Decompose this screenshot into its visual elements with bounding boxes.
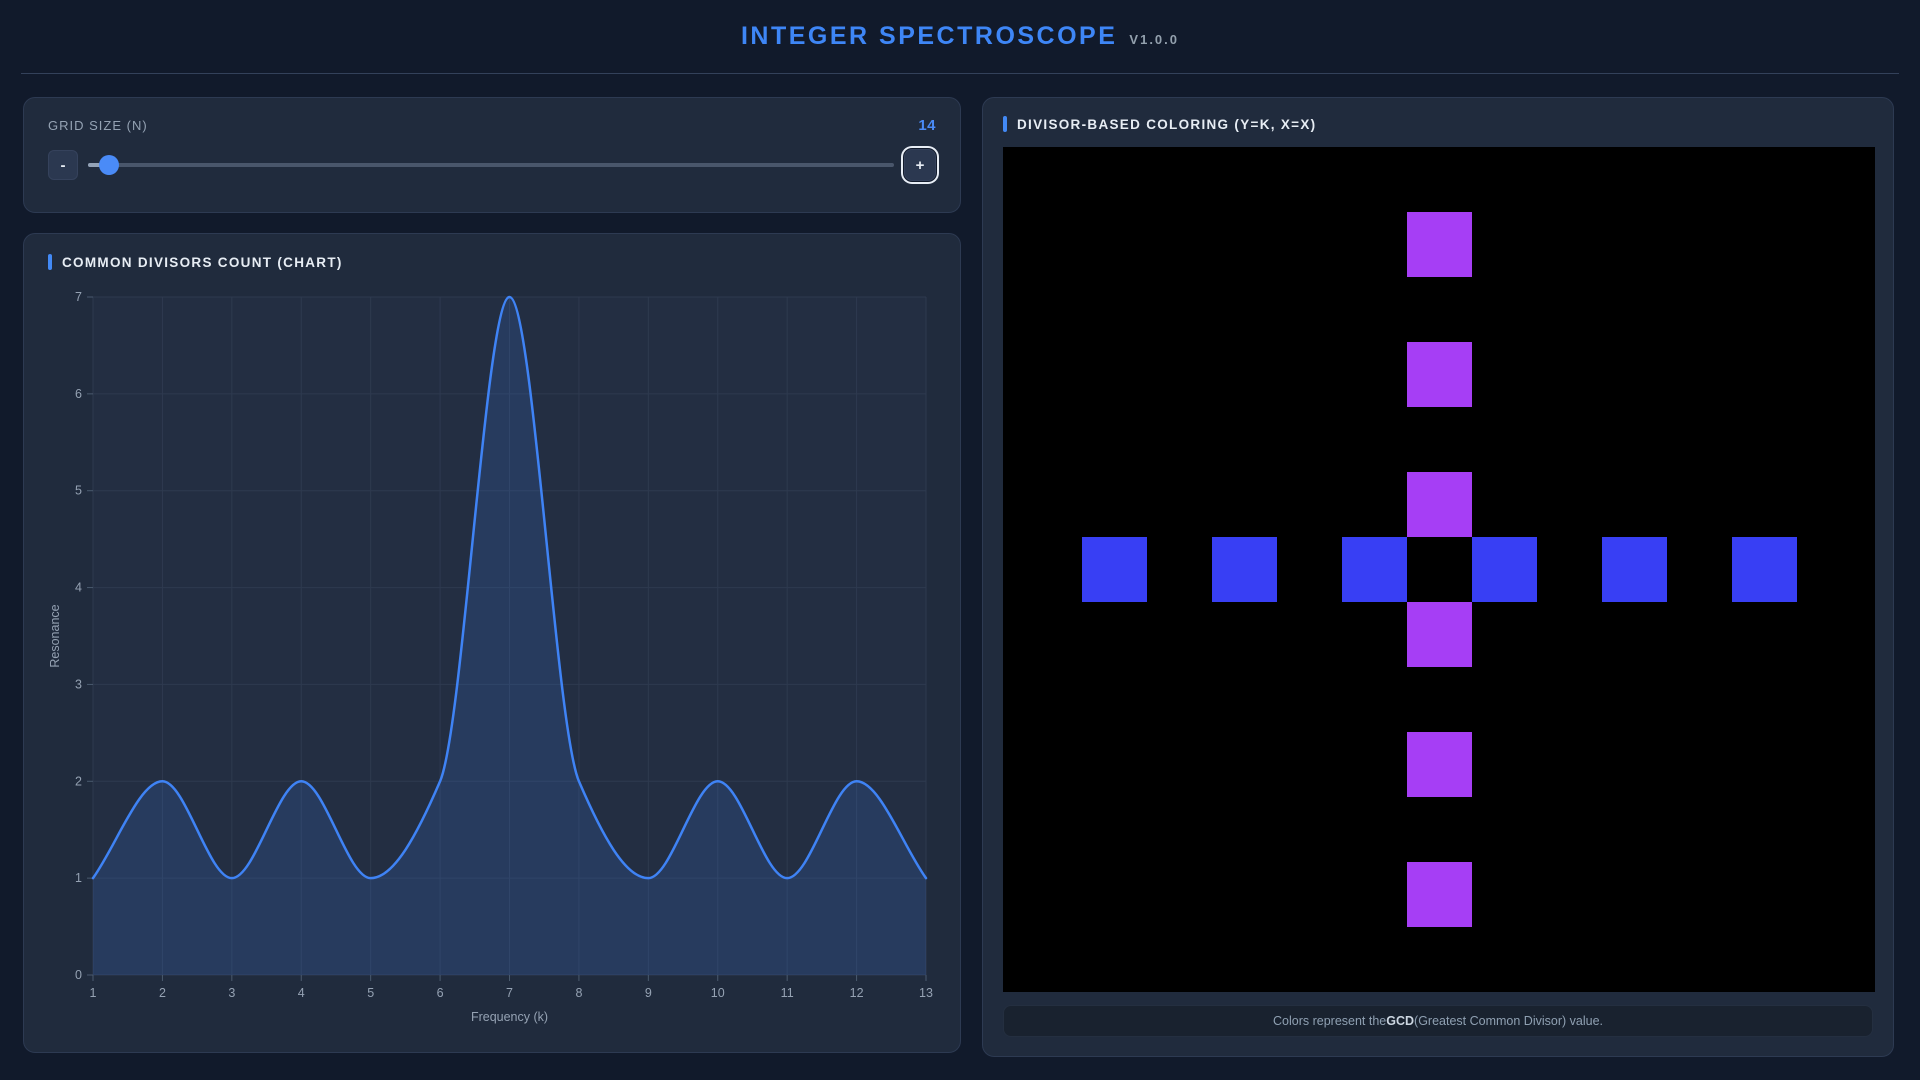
gcd-cell <box>1212 537 1277 602</box>
coloring-card-title-row: DIVISOR-BASED COLORING (Y=K, X=X) <box>1003 116 1873 132</box>
right-column: DIVISOR-BASED COLORING (Y=K, X=X) Colors… <box>982 97 1894 1057</box>
chart-title: COMMON DIVISORS COUNT (CHART) <box>62 255 343 270</box>
slider-track[interactable] <box>88 163 894 167</box>
grid-size-header: GRID SIZE (N) 14 <box>48 117 936 134</box>
svg-text:Frequency (k): Frequency (k) <box>471 1010 548 1024</box>
main-content: GRID SIZE (N) 14 - + COMMON DIVISORS COU… <box>0 74 1920 1057</box>
svg-text:0: 0 <box>75 968 82 982</box>
chart-card-title-row: COMMON DIVISORS COUNT (CHART) <box>48 254 936 270</box>
grid-size-value: 14 <box>918 117 936 134</box>
gcd-cell <box>1342 537 1407 602</box>
svg-text:11: 11 <box>781 986 794 1000</box>
gcd-cell <box>1407 732 1472 797</box>
svg-text:3: 3 <box>228 986 235 1000</box>
gcd-cell <box>1407 472 1472 537</box>
gcd-grid-canvas <box>1003 147 1875 992</box>
gcd-cell <box>1407 212 1472 277</box>
gcd-cell <box>1732 537 1797 602</box>
title-accent-bar <box>1003 116 1007 132</box>
gcd-caption: Colors represent the GCD (Greatest Commo… <box>1003 1005 1873 1037</box>
decrement-button[interactable]: - <box>48 150 78 180</box>
svg-text:4: 4 <box>75 581 82 595</box>
svg-text:8: 8 <box>575 986 582 1000</box>
gcd-cell <box>1472 537 1537 602</box>
svg-text:5: 5 <box>367 986 374 1000</box>
grid-size-slider[interactable] <box>88 155 894 175</box>
svg-text:10: 10 <box>711 986 725 1000</box>
caption-gcd: GCD <box>1386 1014 1414 1028</box>
coloring-card: DIVISOR-BASED COLORING (Y=K, X=X) Colors… <box>982 97 1894 1057</box>
svg-text:5: 5 <box>75 484 82 498</box>
svg-text:2: 2 <box>159 986 166 1000</box>
svg-text:1: 1 <box>90 986 97 1000</box>
svg-text:6: 6 <box>75 387 82 401</box>
caption-suffix: (Greatest Common Divisor) value. <box>1414 1014 1603 1028</box>
coloring-title: DIVISOR-BASED COLORING (Y=K, X=X) <box>1017 117 1316 132</box>
title-accent-bar <box>48 254 52 270</box>
app-title: INTEGER SPECTROSCOPE <box>741 22 1117 51</box>
svg-text:12: 12 <box>850 986 864 1000</box>
svg-text:2: 2 <box>75 774 82 788</box>
app-title-group: INTEGER SPECTROSCOPE V1.0.0 <box>741 22 1179 51</box>
svg-text:4: 4 <box>298 986 305 1000</box>
divisors-chart-card: COMMON DIVISORS COUNT (CHART) 1234567891… <box>23 233 961 1053</box>
svg-text:7: 7 <box>75 290 82 304</box>
grid-size-label: GRID SIZE (N) <box>48 118 148 133</box>
left-column: GRID SIZE (N) 14 - + COMMON DIVISORS COU… <box>23 97 961 1053</box>
svg-text:Resonance: Resonance <box>48 604 62 667</box>
svg-text:6: 6 <box>437 986 444 1000</box>
caption-prefix: Colors represent the <box>1273 1014 1386 1028</box>
grid-size-card: GRID SIZE (N) 14 - + <box>23 97 961 213</box>
gcd-cell <box>1082 537 1147 602</box>
slider-thumb[interactable] <box>99 155 119 175</box>
svg-text:7: 7 <box>506 986 513 1000</box>
svg-text:9: 9 <box>645 986 652 1000</box>
gcd-cell <box>1602 537 1667 602</box>
gcd-cell <box>1407 602 1472 667</box>
svg-text:3: 3 <box>75 677 82 691</box>
svg-text:13: 13 <box>919 986 933 1000</box>
gcd-cell <box>1407 342 1472 407</box>
svg-text:1: 1 <box>75 871 82 885</box>
divisors-area-chart: 1234567891011121301234567Frequency (k)Re… <box>48 282 938 1030</box>
increment-button[interactable]: + <box>904 149 936 181</box>
gcd-cell <box>1407 862 1472 927</box>
app-header: INTEGER SPECTROSCOPE V1.0.0 <box>21 0 1899 74</box>
grid-size-controls: - + <box>48 149 936 181</box>
app-version: V1.0.0 <box>1129 32 1179 47</box>
